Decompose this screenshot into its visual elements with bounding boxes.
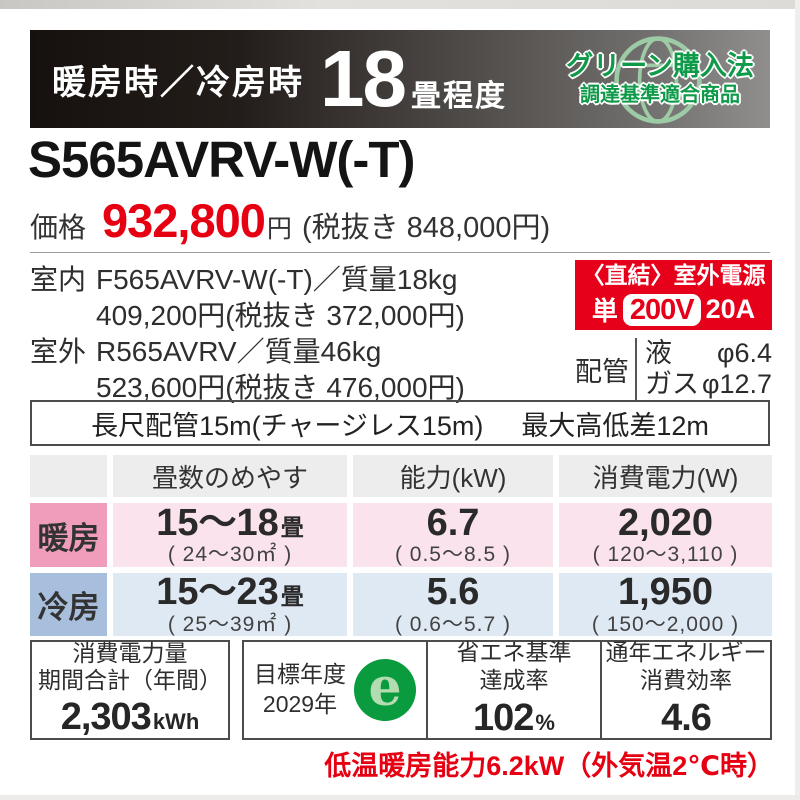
heating-tatami-sub: ( 24〜30㎡ ) <box>167 543 293 567</box>
page-edge-top <box>0 0 800 9</box>
capacity-number: 18 <box>320 34 407 123</box>
heating-capacity-cell: 6.7 ( 0.5〜8.5 ) <box>353 503 553 567</box>
standard-value: 102 <box>473 697 534 739</box>
heating-power-value: 2,020 <box>617 501 714 544</box>
standard-line2: 達成率 <box>479 667 549 694</box>
price-tax-note: (税抜き 848,000円) <box>301 212 551 244</box>
col-header-capacity: 能力(kW) <box>353 455 553 497</box>
apf-line2: 消費効率 <box>640 667 732 694</box>
piping-section: 配管 液 φ6.4 ガス φ12.7 <box>575 338 772 400</box>
badge-line2: 調達基準適合商品 <box>580 84 740 107</box>
outdoor-model: R565AVRV／質量46kg <box>96 336 382 367</box>
long-pipe-box: 長尺配管15m(チャージレス15m) 最大高低差12m <box>30 400 770 446</box>
row-label-heating: 暖房 <box>30 503 107 567</box>
standard-line1: 省エネ基準 <box>456 638 572 665</box>
piping-label: 配管 <box>575 356 629 387</box>
cooling-tatami-number: 15〜23 <box>156 571 279 614</box>
gas-label: ガス <box>645 369 699 399</box>
row-label-cooling: 冷房 <box>30 573 107 636</box>
target-line2: 2029年 <box>262 691 338 717</box>
energy-unit: kWh <box>152 708 200 734</box>
outdoor-power-box: 〈直結〉室外電源 単 200V 20A <box>575 260 772 330</box>
page-edge-bottom <box>0 795 800 800</box>
energy-saving-e-mark-icon: e <box>354 659 416 721</box>
power-box-rating: 単 200V 20A <box>592 291 755 328</box>
liquid-value: φ6.4 <box>716 338 772 368</box>
cooling-capacity-cell: 5.6 ( 0.6〜5.7 ) <box>353 571 553 636</box>
energy-value-row: 2,303 kWh <box>61 695 200 741</box>
voltage-pill: 200V <box>622 293 701 326</box>
globe-icon <box>614 36 702 124</box>
energy-line2: 期間合計（年間） <box>38 667 222 694</box>
max-height-text: 最大高低差12m <box>521 410 709 441</box>
price-label: 価格 <box>30 212 87 243</box>
power-box-title: 〈直結〉室外電源 <box>581 261 766 288</box>
heating-capacity-sub: ( 0.5〜8.5 ) <box>394 543 512 567</box>
header-bar: 暖房時／冷房時 18 畳程度 グリーン購入法 調達基準適合商品 <box>30 30 770 128</box>
heating-power-sub: ( 120〜3,110 ) <box>592 543 739 567</box>
gas-pipe-row: ガス φ12.7 <box>645 369 772 400</box>
section-divider <box>30 252 770 253</box>
liquid-pipe-row: 液 φ6.4 <box>645 338 772 369</box>
cooling-tatami-unit: 畳 <box>280 583 304 610</box>
price-yen-unit: 円 <box>266 215 292 243</box>
capacity-unit: 畳程度 <box>410 80 507 113</box>
power-phase: 単 <box>591 296 618 327</box>
low-temp-heating-footnote: 低温暖房能力6.2kW（外気温2℃時） <box>324 751 774 781</box>
unit-info-block: 室内 F565AVRV-W(-T)／質量18kg 409,200円(税抜き 37… <box>30 262 465 406</box>
indoor-model: F565AVRV-W(-T)／質量18kg <box>96 264 458 295</box>
heating-tatami-cell: 15〜18 畳 ( 24〜30㎡ ) <box>113 503 347 567</box>
piping-divider <box>635 338 637 400</box>
cooling-power-value: 1,950 <box>617 571 714 614</box>
cooling-power-cell: 1,950 ( 150〜2,000 ) <box>559 571 772 636</box>
long-pipe-text: 長尺配管15m(チャージレス15m) <box>91 410 484 441</box>
page-edge-right <box>795 0 800 800</box>
target-year-text: 目標年度 2029年 <box>254 660 346 720</box>
green-purchase-badge: グリーン購入法 調達基準適合商品 <box>556 32 764 126</box>
cooling-tatami-value: 15〜23 畳 <box>156 571 304 614</box>
cooling-tatami-cell: 15〜23 畳 ( 25〜39㎡ ) <box>113 571 347 636</box>
indoor-price: 409,200円(税抜き 372,000円) <box>96 300 465 331</box>
standard-value-row: 102 % <box>473 695 555 743</box>
standard-unit: % <box>535 710 555 735</box>
energy-line1: 消費電力量 <box>72 639 188 666</box>
liquid-label: 液 <box>645 338 672 368</box>
col-header-tatami: 畳数のめやす <box>113 455 347 497</box>
power-ampere: 20A <box>705 294 756 325</box>
energy-value: 2,303 <box>60 695 152 738</box>
badge-line1: グリーン購入法 <box>566 50 754 81</box>
heating-tatami-value: 15〜18 畳 <box>156 501 304 544</box>
cooling-tatami-sub: ( 25〜39㎡ ) <box>167 612 293 636</box>
annual-energy-box: 消費電力量 期間合計（年間） 2,303 kWh <box>30 640 230 740</box>
price-row: 価格 932,800 円 (税抜き 848,000円) <box>30 193 550 248</box>
heating-capacity-value: 6.7 <box>426 501 480 544</box>
spec-table: 畳数のめやす 能力(kW) 消費電力(W) 暖房 15〜18 畳 ( 24〜30… <box>30 455 772 636</box>
outdoor-label: 室外 <box>30 336 87 367</box>
apf-line1: 通年エネルギー <box>605 638 767 665</box>
cooling-power-sub: ( 150〜2,000 ) <box>591 612 740 636</box>
standard-achievement-section: 省エネ基準 達成率 102 % <box>428 639 602 739</box>
price-amount: 932,800 <box>102 194 266 247</box>
indoor-price-spacer <box>30 298 96 334</box>
heating-power-cell: 2,020 ( 120〜3,110 ) <box>559 503 772 567</box>
heating-tatami-number: 15〜18 <box>156 501 279 544</box>
model-name: S565AVRV-W(-T) <box>28 131 416 188</box>
indoor-label: 室内 <box>30 264 87 295</box>
col-header-power: 消費電力(W) <box>559 455 772 497</box>
table-corner-cell <box>30 455 107 497</box>
apf-section: 通年エネルギー 消費効率 4.6 <box>602 639 770 740</box>
heating-tatami-unit: 畳 <box>280 513 304 540</box>
piping-values: 液 φ6.4 ガス φ12.7 <box>645 338 772 400</box>
target-line1: 目標年度 <box>254 661 346 688</box>
heating-cooling-label: 暖房時／冷房時 <box>52 63 304 102</box>
capacity-size: 18 畳程度 <box>320 39 507 119</box>
target-year-section: 目標年度 2029年 e <box>244 642 428 738</box>
outdoor-price: 523,600円(税抜き 476,000円) <box>96 372 465 403</box>
apf-value: 4.6 <box>661 697 712 739</box>
energy-rating-box: 目標年度 2029年 e 省エネ基準 達成率 102 % 通年エネルギー 消費効… <box>242 639 772 740</box>
cooling-capacity-sub: ( 0.6〜5.7 ) <box>394 612 512 636</box>
cooling-capacity-value: 5.6 <box>426 571 480 614</box>
gas-value: φ12.7 <box>701 369 772 399</box>
